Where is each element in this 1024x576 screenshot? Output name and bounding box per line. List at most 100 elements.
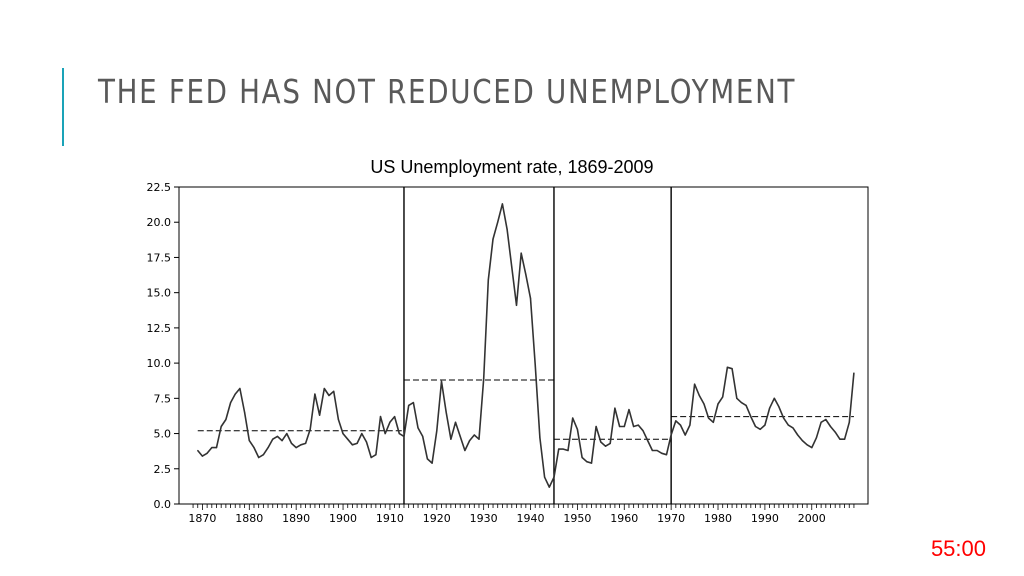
data-point bbox=[281, 440, 283, 442]
data-point bbox=[647, 440, 649, 442]
data-point bbox=[797, 434, 799, 436]
data-point bbox=[534, 363, 536, 366]
data-point bbox=[736, 397, 738, 399]
data-point bbox=[525, 273, 527, 275]
data-point bbox=[422, 435, 424, 437]
title-accent-bar bbox=[62, 68, 64, 146]
data-point bbox=[576, 428, 579, 430]
y-tick-label: 17.5 bbox=[147, 251, 172, 264]
data-point bbox=[220, 425, 222, 428]
data-point bbox=[248, 440, 250, 442]
data-point bbox=[567, 449, 569, 452]
data-point bbox=[398, 432, 400, 435]
data-point bbox=[731, 368, 733, 370]
data-point bbox=[642, 430, 644, 432]
data-point bbox=[609, 442, 611, 445]
unemployment-series-line bbox=[197, 203, 855, 488]
data-point bbox=[506, 228, 508, 230]
data-point bbox=[689, 424, 691, 426]
data-point bbox=[708, 417, 710, 419]
data-point bbox=[276, 435, 279, 437]
data-point bbox=[328, 394, 330, 397]
data-point bbox=[553, 476, 555, 478]
x-tick-label: 1890 bbox=[282, 512, 310, 523]
data-point bbox=[450, 438, 452, 440]
data-point bbox=[323, 387, 325, 390]
data-point bbox=[365, 441, 368, 443]
y-tick-label: 20.0 bbox=[147, 216, 172, 229]
data-point bbox=[440, 380, 443, 383]
data-point bbox=[497, 221, 499, 223]
data-point bbox=[801, 440, 803, 442]
data-point bbox=[670, 434, 672, 436]
data-point bbox=[436, 430, 438, 432]
data-point bbox=[478, 438, 480, 440]
data-point bbox=[431, 462, 433, 464]
data-point bbox=[806, 444, 808, 446]
y-tick-label: 12.5 bbox=[147, 322, 172, 335]
data-point bbox=[454, 421, 457, 423]
data-point bbox=[548, 486, 550, 488]
y-tick-label: 5.0 bbox=[154, 428, 172, 441]
data-point bbox=[206, 452, 208, 454]
data-point bbox=[529, 297, 532, 299]
data-point bbox=[319, 414, 321, 416]
y-tick-label: 10.0 bbox=[147, 357, 172, 370]
data-point bbox=[614, 407, 616, 409]
data-point bbox=[215, 447, 218, 449]
data-point bbox=[623, 425, 625, 428]
x-tick-label: 1960 bbox=[610, 512, 638, 523]
data-point bbox=[356, 442, 358, 445]
data-point bbox=[562, 448, 564, 450]
slide-title: THE FED HAS NOT REDUCED UNEMPLOYMENT bbox=[98, 72, 797, 111]
data-point bbox=[698, 394, 700, 397]
data-point bbox=[675, 420, 677, 422]
data-point bbox=[426, 458, 429, 460]
data-point bbox=[501, 203, 504, 205]
data-point bbox=[244, 411, 246, 414]
data-point bbox=[661, 452, 663, 454]
data-point bbox=[511, 266, 513, 268]
x-tick-label: 1930 bbox=[470, 512, 498, 523]
data-point bbox=[637, 424, 639, 426]
data-point bbox=[693, 383, 696, 385]
data-point bbox=[600, 441, 602, 443]
data-point bbox=[679, 424, 682, 426]
x-tick-label: 1920 bbox=[423, 512, 451, 523]
data-point bbox=[201, 455, 204, 457]
y-tick-label: 22.5 bbox=[147, 181, 172, 194]
data-point bbox=[764, 424, 766, 426]
y-tick-label: 7.5 bbox=[154, 392, 172, 405]
plot-frame bbox=[178, 186, 869, 505]
data-point bbox=[543, 476, 546, 478]
data-point bbox=[361, 432, 363, 435]
x-tick-label: 1940 bbox=[517, 512, 545, 523]
data-point bbox=[295, 447, 297, 449]
data-point bbox=[403, 435, 405, 437]
data-point bbox=[717, 403, 719, 405]
data-point bbox=[314, 393, 316, 395]
data-point bbox=[304, 442, 307, 445]
data-point bbox=[740, 401, 743, 404]
data-point bbox=[628, 409, 630, 411]
data-point bbox=[225, 418, 227, 421]
data-point bbox=[703, 403, 705, 405]
unemployment-chart: 0.0 2.5 5.0 7.5 10.0 12.5 15.0 17.5 20.0 22.5 1870… bbox=[147, 181, 869, 523]
data-point bbox=[754, 425, 757, 428]
data-point bbox=[473, 434, 475, 436]
data-point bbox=[581, 456, 583, 459]
data-point bbox=[464, 449, 466, 452]
x-tick-label: 1950 bbox=[563, 512, 591, 523]
data-point bbox=[272, 438, 274, 440]
data-point bbox=[197, 449, 199, 452]
data-point bbox=[342, 432, 344, 435]
data-point bbox=[347, 438, 349, 440]
data-point bbox=[520, 252, 522, 254]
data-point bbox=[684, 434, 686, 436]
data-point bbox=[492, 238, 494, 240]
y-tick-label: 15.0 bbox=[147, 287, 172, 300]
x-tick-label: 1900 bbox=[329, 512, 357, 523]
x-tick-label: 1980 bbox=[704, 512, 732, 523]
data-point bbox=[384, 432, 386, 435]
data-point bbox=[459, 435, 461, 437]
